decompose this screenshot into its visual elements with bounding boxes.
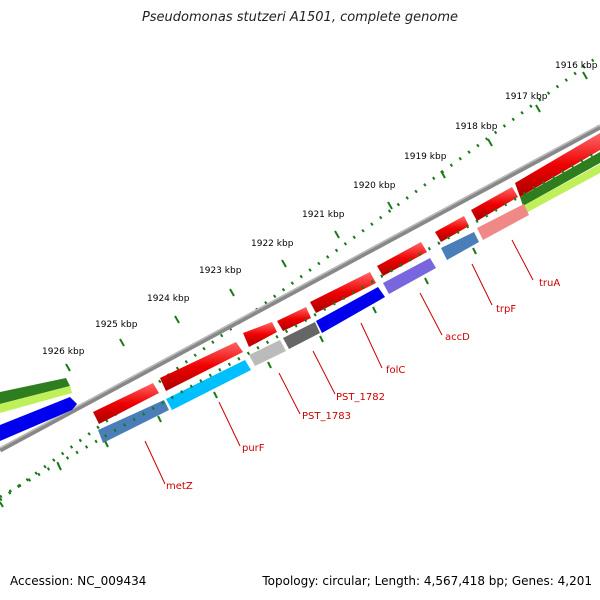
- tick-label-1921: 1921 kbp: [302, 210, 345, 220]
- map-title: Pseudomonas stutzeri A1501, complete gen…: [141, 10, 459, 25]
- inner-scale-ring: [0, 148, 600, 499]
- right-red-track: [515, 133, 600, 197]
- tick-label-1926: 1926 kbp: [42, 347, 85, 357]
- gene-arrow-1783-fwd: [243, 322, 277, 347]
- tick-label-1925: 1925 kbp: [95, 320, 138, 330]
- gene-label-folC: folC: [386, 365, 405, 376]
- left-track-group: [0, 378, 77, 441]
- gene-label-PST-1783: PST_1783: [302, 411, 351, 422]
- gene-accD: [383, 258, 436, 294]
- gene-PST-1782: [283, 322, 320, 349]
- left-dark-green-track: [0, 378, 70, 404]
- scale-major-ticks: [65, 71, 588, 372]
- accession-text: Accession: NC_009434: [10, 574, 147, 588]
- label-leader-lines: [144, 239, 534, 485]
- colored-gene-row: [98, 204, 529, 443]
- gene-folC: [316, 287, 385, 333]
- gene-arrow-folC-fwd: [310, 272, 376, 313]
- topology-text: Topology: circular; Length: 4,567,418 bp…: [262, 574, 592, 588]
- gene-label-truA: truA: [539, 278, 560, 289]
- gene-arrow-purF-fwd: [160, 342, 243, 391]
- gene-trpF: [441, 232, 479, 260]
- left-light-green-track: [0, 386, 72, 413]
- scale-dotted-ring: [0, 53, 600, 502]
- tick-label-1923: 1923 kbp: [199, 266, 242, 276]
- gene-arrow-metZ-fwd: [93, 383, 159, 424]
- tick-label-1918: 1918 kbp: [455, 122, 498, 132]
- tick-label-1917: 1917 kbp: [505, 92, 548, 102]
- right-dark-green-track: [520, 152, 600, 206]
- right-light-green-track: [523, 164, 600, 213]
- gene-label-accD: accD: [445, 332, 470, 343]
- gene-arrow-truA-fwd: [471, 187, 518, 221]
- tick-label-1924: 1924 kbp: [147, 294, 190, 304]
- tick-label-1916: 1916 kbp: [555, 61, 598, 71]
- gene-metZ: [98, 400, 169, 443]
- gene-truA: [477, 204, 529, 240]
- gene-label-purF: purF: [242, 443, 265, 454]
- genome-backbone: [0, 124, 600, 453]
- forward-gene-row: [93, 187, 518, 424]
- gene-label-trpF: trpF: [496, 304, 516, 315]
- gene-purF: [166, 360, 251, 410]
- gene-PST-1783: [249, 340, 286, 366]
- tick-label-1922: 1922 kbp: [251, 239, 294, 249]
- gene-arrow-1782-fwd: [277, 307, 311, 331]
- tick-label-1920: 1920 kbp: [353, 181, 396, 191]
- tick-label-1919: 1919 kbp: [404, 152, 447, 162]
- gene-label-PST-1782: PST_1782: [336, 392, 385, 403]
- right-track-group: [515, 133, 600, 213]
- inner-major-ticks: [0, 247, 477, 508]
- left-blue-arrow: [0, 397, 77, 441]
- gene-label-metZ: metZ: [166, 481, 193, 492]
- gene-arrow-trpF-fwd: [435, 216, 469, 242]
- gene-arrow-accD-fwd: [377, 242, 427, 276]
